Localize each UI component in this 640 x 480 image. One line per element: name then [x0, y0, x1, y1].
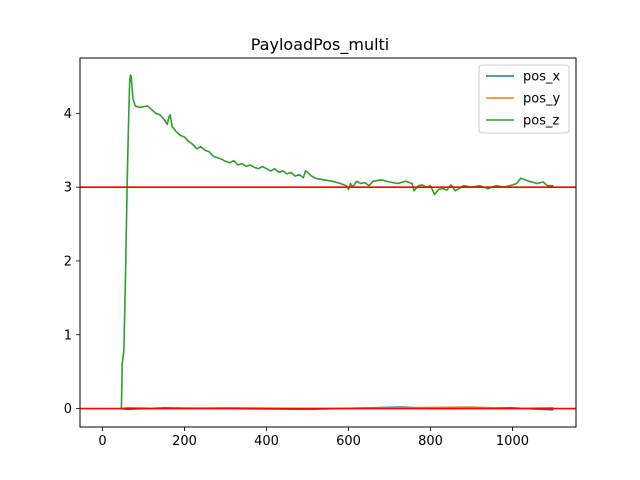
plot-frame	[79, 57, 577, 428]
x-tick-label: 0	[98, 434, 106, 449]
legend-label-pos_y: pos_y	[523, 92, 560, 107]
y-axis: 0 1 2 3 4	[64, 107, 80, 417]
series-line-pos_z	[120, 74, 554, 409]
legend-label-pos_z: pos_z	[523, 114, 559, 129]
x-tick-label: 400	[254, 434, 279, 449]
legend-box	[478, 64, 570, 134]
legend-label-pos_x: pos_x	[523, 70, 560, 85]
x-tick-label: 200	[172, 434, 197, 449]
y-tick-label: 2	[64, 254, 72, 269]
chart-title: PayloadPos_multi	[251, 35, 390, 55]
y-tick-label: 0	[64, 402, 72, 417]
x-tick-label: 800	[418, 434, 443, 449]
y-tick-label: 3	[64, 181, 72, 196]
y-tick-label: 1	[64, 328, 72, 343]
x-tick-label: 1000	[496, 434, 529, 449]
x-tick-label: 600	[336, 434, 361, 449]
y-tick-label: 4	[64, 107, 72, 122]
reference-lines	[80, 186, 576, 410]
legend: pos_x pos_y pos_z	[478, 64, 570, 134]
x-axis: 0 200 400 600 800 1000	[98, 427, 529, 449]
